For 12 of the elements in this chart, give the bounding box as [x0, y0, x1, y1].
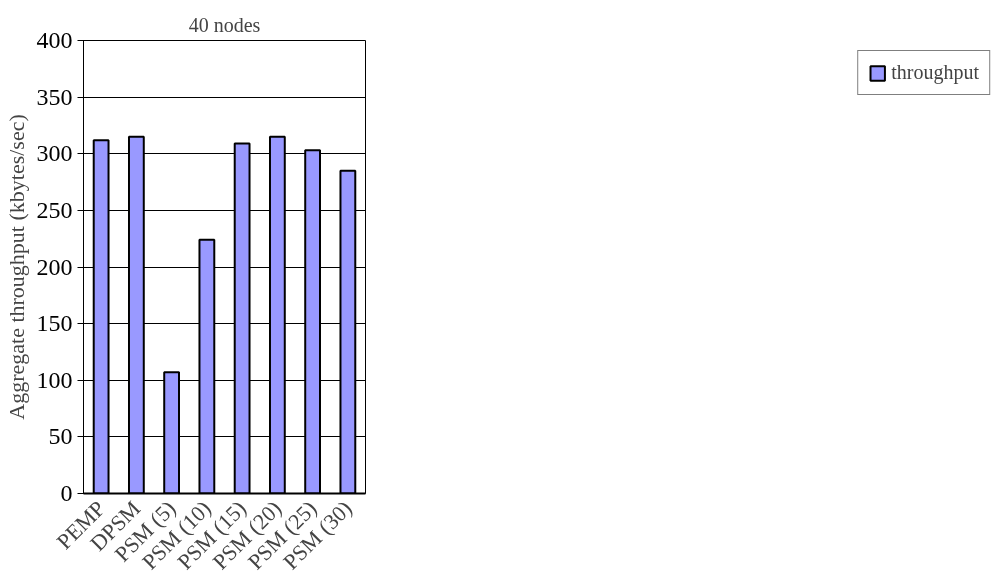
legend-label: throughput — [891, 61, 979, 84]
chart-title: 40 nodes — [188, 13, 261, 36]
y-tick-label: 250 — [36, 196, 73, 223]
y-tick-label: 400 — [36, 27, 73, 53]
y-tick-label: 100 — [36, 366, 73, 393]
y-tick-label: 300 — [36, 140, 73, 167]
y-tick-label: 150 — [36, 310, 73, 337]
y-tick-label: 0 — [60, 480, 73, 506]
y-axis-title: Aggregate throughput (kbytes/sec) — [3, 114, 29, 420]
y-tick-label: 200 — [36, 253, 73, 280]
y-tick-label: 350 — [36, 83, 73, 110]
y-tick-label: 50 — [48, 423, 73, 450]
